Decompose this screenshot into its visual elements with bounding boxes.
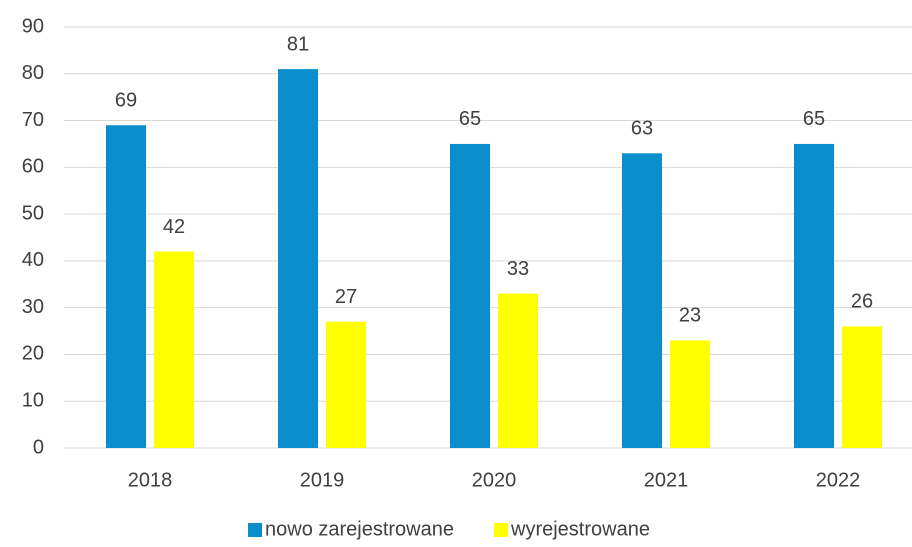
y-tick-label: 30	[22, 296, 44, 318]
y-tick-label: 40	[22, 249, 44, 271]
legend-label: wyrejestrowane	[510, 518, 650, 540]
bar	[622, 153, 662, 449]
y-tick-label: 20	[22, 343, 44, 365]
y-tick-label: 50	[22, 202, 44, 224]
y-tick-label: 70	[22, 109, 44, 131]
data-label: 65	[459, 108, 481, 130]
data-label: 23	[679, 305, 701, 327]
x-tick-label: 2022	[816, 469, 861, 491]
y-tick-label: 0	[33, 436, 44, 458]
x-tick-label: 2019	[300, 469, 345, 491]
x-tick-label: 2021	[644, 469, 689, 491]
data-label: 65	[803, 108, 825, 130]
data-label: 27	[335, 286, 357, 308]
data-label: 81	[287, 33, 309, 55]
bar	[278, 69, 318, 448]
bar	[498, 293, 538, 448]
bar	[106, 125, 146, 448]
legend-swatch	[248, 523, 262, 537]
y-tick-label: 60	[22, 156, 44, 178]
data-label: 69	[115, 90, 137, 112]
bar	[450, 143, 490, 448]
data-label: 33	[507, 258, 529, 280]
data-label: 63	[631, 118, 653, 140]
x-tick-label: 2018	[128, 469, 173, 491]
bar	[154, 251, 194, 448]
bar	[326, 321, 366, 448]
y-tick-label: 80	[22, 62, 44, 84]
legend-label: nowo zarejestrowane	[265, 518, 454, 540]
legend-swatch	[494, 523, 508, 537]
data-label: 42	[163, 216, 185, 238]
y-tick-label: 90	[22, 15, 44, 37]
data-label: 26	[851, 291, 873, 313]
bar	[670, 340, 710, 448]
x-tick-label: 2020	[472, 469, 517, 491]
y-tick-label: 10	[22, 390, 44, 412]
bar	[794, 143, 834, 448]
bar	[842, 326, 882, 448]
